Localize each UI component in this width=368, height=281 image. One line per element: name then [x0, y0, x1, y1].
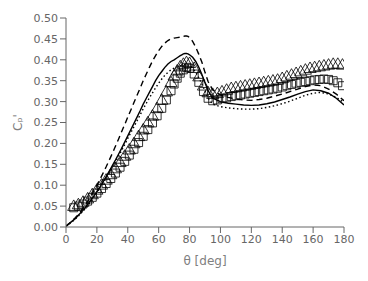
svg-text:0.10: 0.10 — [34, 179, 59, 192]
svg-text:40: 40 — [121, 233, 135, 246]
svg-text:60: 60 — [152, 233, 166, 246]
svg-text:0.15: 0.15 — [34, 158, 59, 171]
svg-text:0.50: 0.50 — [34, 12, 59, 25]
svg-text:0.30: 0.30 — [34, 96, 59, 109]
svg-text:0.20: 0.20 — [34, 137, 59, 150]
svg-text:Cₚ': Cₚ' — [11, 114, 25, 131]
svg-text:0.25: 0.25 — [34, 116, 59, 129]
svg-text:20: 20 — [90, 233, 104, 246]
svg-text:80: 80 — [183, 233, 197, 246]
svg-text:100: 100 — [210, 233, 231, 246]
svg-text:140: 140 — [272, 233, 293, 246]
svg-text:180: 180 — [334, 233, 355, 246]
svg-text:160: 160 — [303, 233, 324, 246]
svg-text:0.35: 0.35 — [34, 75, 59, 88]
svg-text:θ [deg]: θ [deg] — [183, 254, 226, 268]
svg-text:0.40: 0.40 — [34, 54, 59, 67]
svg-text:0.00: 0.00 — [34, 221, 59, 234]
svg-text:0: 0 — [63, 233, 70, 246]
svg-text:120: 120 — [241, 233, 262, 246]
svg-text:0.45: 0.45 — [34, 33, 59, 46]
svg-text:0.05: 0.05 — [34, 200, 59, 213]
